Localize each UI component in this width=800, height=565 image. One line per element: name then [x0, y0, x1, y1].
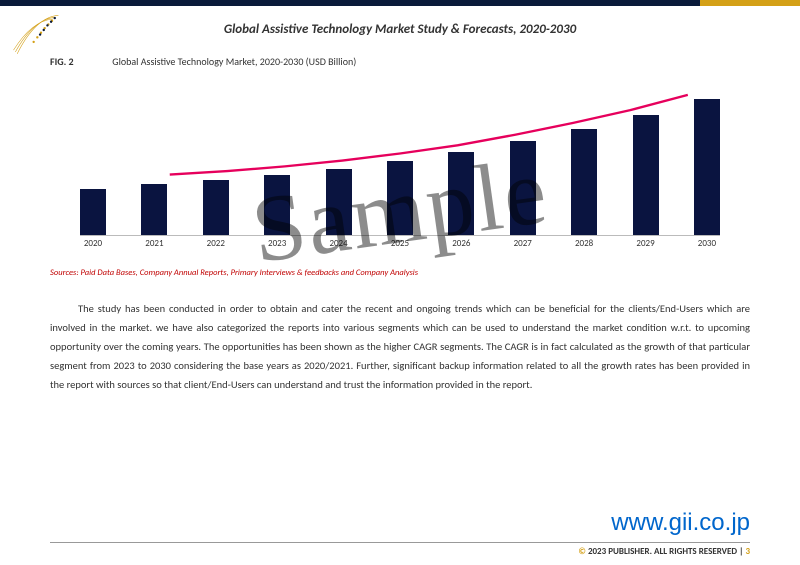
- top-bar-accent: [700, 0, 800, 6]
- top-bar: [0, 0, 800, 6]
- website-url: www.gii.co.jp: [611, 509, 750, 537]
- bar: [510, 141, 536, 236]
- document-title: Global Assistive Technology Market Study…: [50, 22, 750, 37]
- x-tick-label: 2021: [141, 238, 167, 256]
- footer: © 2023 PUBLISHER. ALL RIGHTS RESERVED | …: [578, 546, 750, 557]
- copyright-symbol: ©: [578, 546, 586, 557]
- bars-group: [80, 86, 720, 236]
- bar: [633, 115, 659, 236]
- bar: [80, 189, 106, 237]
- x-tick-label: 2022: [203, 238, 229, 256]
- bar-chart: 2020 2021 2022 2023 2024 2025 2026 2027 2028 2029…: [60, 86, 740, 256]
- x-tick-label: 2020: [80, 238, 106, 256]
- x-tick-label: 2023: [264, 238, 290, 256]
- footer-sep: |: [739, 546, 743, 557]
- x-axis-labels: 2020 2021 2022 2023 2024 2025 2026 2027 2028 2029…: [80, 238, 720, 256]
- footer-rule: [50, 542, 750, 543]
- bar: [203, 180, 229, 236]
- page-container: Global Assistive Technology Market Study…: [0, 0, 800, 565]
- bar: [141, 184, 167, 237]
- x-tick-label: 2025: [387, 238, 413, 256]
- bar: [448, 152, 474, 236]
- bar: [264, 175, 290, 236]
- x-axis-line: [80, 235, 720, 236]
- bar: [571, 129, 597, 237]
- body-paragraph: The study has been conducted in order to…: [50, 300, 750, 394]
- x-tick-label: 2024: [326, 238, 352, 256]
- figure-caption: Global Assistive Technology Market, 2020…: [112, 55, 356, 68]
- x-tick-label: 2028: [571, 238, 597, 256]
- bar: [326, 169, 352, 237]
- chart-plot-area: [80, 86, 720, 236]
- bar: [387, 161, 413, 236]
- x-tick-label: 2026: [448, 238, 474, 256]
- x-tick-label: 2029: [633, 238, 659, 256]
- x-tick-label: 2030: [694, 238, 720, 256]
- footer-text: PUBLISHER. ALL RIGHTS RESERVED: [608, 546, 737, 557]
- x-tick-label: 2027: [510, 238, 536, 256]
- bar: [694, 99, 720, 237]
- figure-caption-row: FIG. 2 Global Assistive Technology Marke…: [50, 55, 750, 68]
- page-number: 3: [745, 546, 750, 557]
- sources-note: Sources: Paid Data Bases, Company Annual…: [50, 268, 750, 278]
- footer-year: 2023: [588, 546, 606, 557]
- publisher-logo-icon: [8, 8, 63, 63]
